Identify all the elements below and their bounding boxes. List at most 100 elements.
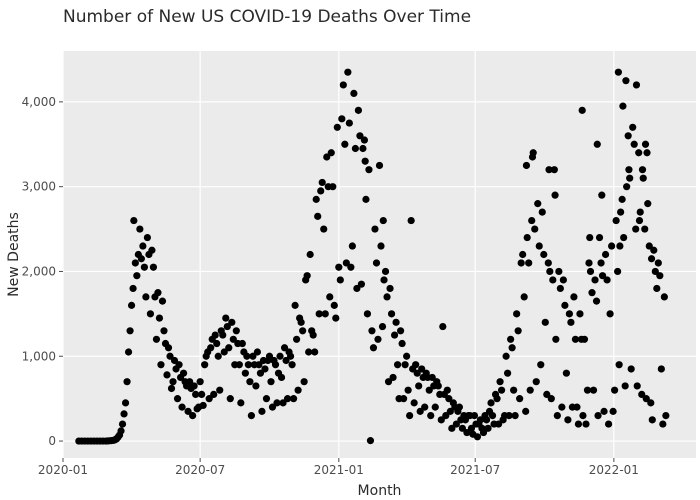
data-point xyxy=(513,310,521,318)
x-tick-label: 2020-01 xyxy=(38,463,88,477)
chart-title: Number of New US COVID-19 Deaths Over Ti… xyxy=(63,7,472,27)
data-point xyxy=(578,106,586,114)
data-point xyxy=(531,225,539,233)
data-point xyxy=(350,89,358,97)
data-point xyxy=(299,327,307,335)
data-point xyxy=(321,310,329,318)
data-point xyxy=(309,331,317,339)
data-point xyxy=(169,378,177,386)
data-point xyxy=(291,301,299,309)
data-point xyxy=(276,352,284,360)
data-point xyxy=(228,318,236,326)
data-point xyxy=(493,395,501,403)
data-point xyxy=(644,200,652,208)
data-point xyxy=(407,216,415,225)
data-point xyxy=(216,386,224,394)
data-point xyxy=(312,195,320,203)
data-point xyxy=(356,132,364,140)
data-point xyxy=(368,327,376,335)
data-point xyxy=(636,208,644,216)
data-point xyxy=(249,352,257,360)
data-point xyxy=(556,284,564,293)
data-point xyxy=(579,412,587,420)
data-point xyxy=(386,284,394,293)
data-point xyxy=(201,361,209,369)
data-point xyxy=(526,386,534,394)
data-point xyxy=(452,420,460,428)
data-point xyxy=(333,123,341,131)
data-point xyxy=(547,395,555,403)
data-point xyxy=(522,161,531,170)
data-point xyxy=(550,166,558,174)
data-point xyxy=(565,310,574,318)
data-point xyxy=(256,369,265,377)
data-point xyxy=(522,407,530,415)
data-point xyxy=(375,161,384,170)
data-point xyxy=(120,410,128,418)
data-point xyxy=(574,420,583,428)
data-point xyxy=(482,416,491,424)
x-tick-label: 2022-01 xyxy=(589,463,639,477)
data-point xyxy=(139,242,147,250)
data-point xyxy=(630,140,638,148)
data-point xyxy=(404,386,412,394)
axis-ticks: 0 1,000 2,000 3,000 4,000 2020-01 2020-07 2021-… xyxy=(22,95,639,477)
data-point xyxy=(146,310,155,318)
data-point xyxy=(410,399,418,407)
x-axis-title: Month xyxy=(358,483,402,499)
data-point xyxy=(118,420,127,428)
data-point xyxy=(639,174,647,182)
data-point xyxy=(514,327,522,335)
data-point xyxy=(594,412,602,420)
data-point xyxy=(189,412,197,420)
data-point xyxy=(660,293,668,301)
data-point xyxy=(148,246,156,254)
data-point xyxy=(196,378,204,386)
data-point xyxy=(588,289,596,297)
data-point xyxy=(225,344,233,352)
data-point xyxy=(179,369,188,377)
data-point xyxy=(379,216,387,225)
data-point xyxy=(541,318,549,326)
data-point xyxy=(643,149,651,157)
data-point xyxy=(442,412,450,420)
data-point xyxy=(365,166,373,174)
data-point xyxy=(133,272,141,280)
data-point xyxy=(359,144,367,153)
data-point xyxy=(403,352,411,360)
data-point xyxy=(416,407,424,415)
data-point xyxy=(305,348,313,356)
data-point xyxy=(280,344,289,352)
data-point xyxy=(624,132,632,140)
data-point xyxy=(647,399,655,407)
data-point xyxy=(476,416,485,424)
data-point xyxy=(532,378,540,386)
data-point xyxy=(124,348,133,356)
y-axis-title: New Deaths xyxy=(6,212,22,297)
data-point xyxy=(611,386,619,394)
data-point xyxy=(551,191,559,199)
data-point xyxy=(277,373,286,382)
data-point xyxy=(303,272,311,280)
data-point xyxy=(199,401,207,410)
data-point xyxy=(580,335,589,343)
data-point xyxy=(570,293,578,301)
data-point xyxy=(502,352,510,360)
data-point xyxy=(294,386,302,394)
data-point xyxy=(632,81,641,89)
data-point xyxy=(523,233,531,242)
data-point xyxy=(418,365,426,373)
data-point xyxy=(620,233,628,242)
data-point xyxy=(152,335,161,343)
data-point xyxy=(155,314,164,322)
data-point xyxy=(393,361,402,369)
data-point xyxy=(327,149,335,157)
data-point xyxy=(543,390,551,399)
data-point xyxy=(467,424,476,432)
data-point xyxy=(127,301,136,309)
data-point xyxy=(297,318,305,326)
data-point xyxy=(211,331,219,339)
data-point xyxy=(342,259,350,267)
data-point xyxy=(484,424,492,432)
data-point xyxy=(220,348,228,356)
